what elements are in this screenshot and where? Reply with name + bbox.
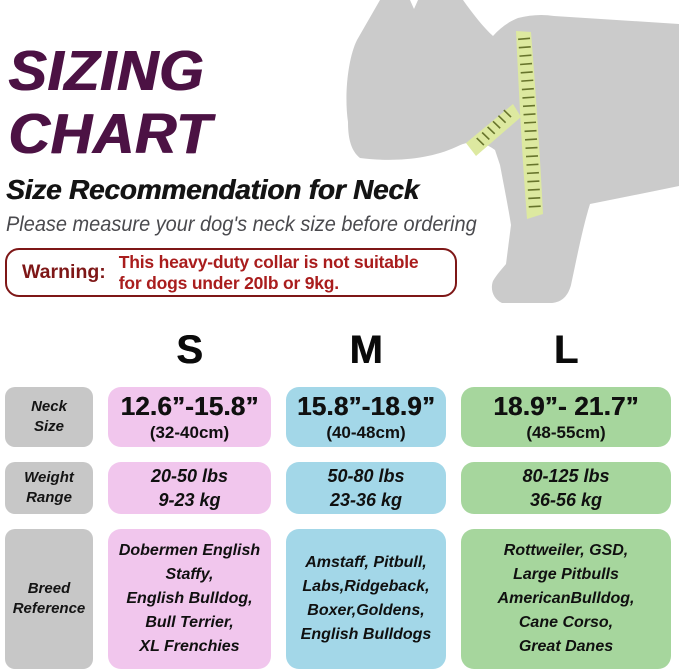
neck-size-cell-s: 12.6”-15.8” (32-40cm) [108,387,271,447]
title-line-1: SIZING [8,39,205,103]
row-label-neck-size: Neck Size [5,387,93,447]
neck-range-s: 12.6”-15.8” [120,391,259,421]
measuring-tape-diagonal [466,104,521,156]
weight-range-cell-l: 80-125 lbs 36-56 kg [461,462,671,514]
size-table: S M L Neck Size 12.6”-15.8” (32-40cm) 15… [5,328,671,669]
warning-message: This heavy-duty collar is not suitable f… [118,251,419,293]
warning-label: Warning: [22,261,106,283]
measure-note: Please measure your dog's neck size befo… [6,213,477,236]
breed-text-m: Amstaff, Pitbull, Labs,Ridgeback, Boxer,… [300,554,432,643]
warning-box: Warning: This heavy-duty collar is not s… [5,248,457,297]
size-header-s: S [176,327,203,372]
neck-size-cell-m: 15.8”-18.9” (40-48cm) [286,387,446,447]
dog-silhouette [346,0,679,303]
weight-text-l: 80-125 lbs 36-56 kg [522,466,610,510]
neck-range-m: 15.8”-18.9” [296,391,436,421]
breed-text-s: Dobermen English Staffy, English Bulldog… [118,542,261,655]
breed-reference-cell-m: Amstaff, Pitbull, Labs,Ridgeback, Boxer,… [286,529,446,669]
page-title: SIZING CHART [8,40,211,166]
row-label-weight-range: Weight Range [5,462,93,514]
title-line-2: CHART [8,102,212,166]
neck-range-l: 18.9”- 21.7” [493,391,639,421]
breed-reference-cell-l: Rottweiler, GSD, Large Pitbulls American… [461,529,671,669]
weight-range-cell-s: 20-50 lbs 9-23 kg [108,462,271,514]
breed-reference-cell-s: Dobermen English Staffy, English Bulldog… [108,529,271,669]
row-label-breed-reference: Breed Reference [5,529,93,669]
weight-text-m: 50-80 lbs 23-36 kg [327,466,405,510]
neck-cm-s: (32-40cm) [149,423,230,442]
neck-cm-m: (40-48cm) [326,423,406,442]
weight-text-s: 20-50 lbs 9-23 kg [150,466,229,510]
size-header-l: L [553,327,579,372]
measuring-tape-vertical [516,31,543,219]
neck-size-cell-l: 18.9”- 21.7” (48-55cm) [461,387,671,447]
size-header-m: M [349,327,383,372]
breed-text-l: Rottweiler, GSD, Large Pitbulls American… [497,542,635,655]
size-header-spacer [5,328,93,372]
dog-neck-measurement-illustration [346,0,679,303]
neck-cm-l: (48-55cm) [526,423,606,442]
weight-range-cell-m: 50-80 lbs 23-36 kg [286,462,446,514]
subtitle: Size Recommendation for Neck [6,174,419,205]
